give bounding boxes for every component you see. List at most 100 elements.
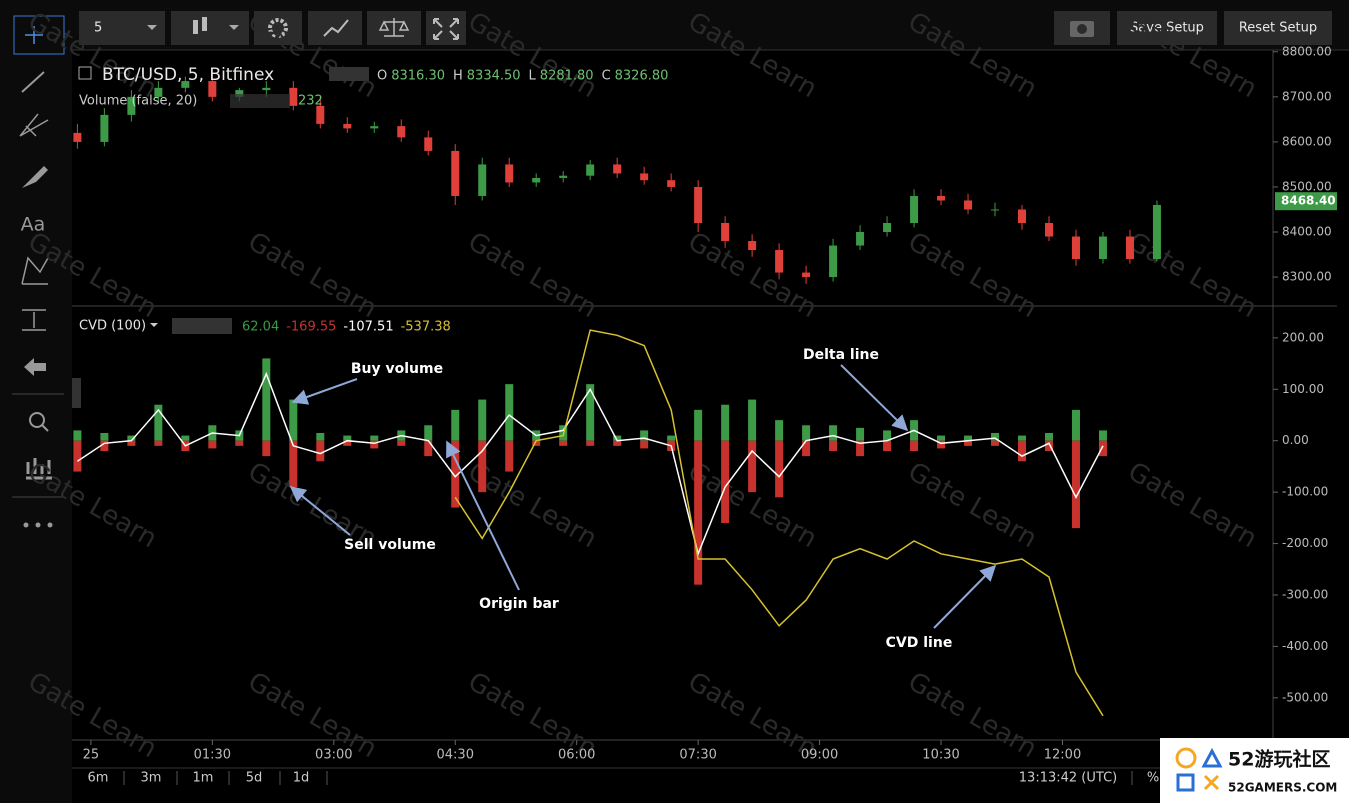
- volume-bar: [1044, 432, 1053, 441]
- volume-bar: [613, 440, 622, 446]
- volume-bar: [316, 440, 325, 462]
- timeframe-button: 3m: [141, 771, 162, 786]
- legend-value: -537.38: [401, 320, 451, 335]
- callout-arrow: [291, 378, 358, 405]
- volume-bar: [1098, 430, 1107, 441]
- volume-bar: [370, 440, 379, 449]
- volume-bar: [532, 440, 541, 446]
- candle-body: [586, 164, 595, 176]
- volume-bar: [883, 430, 892, 441]
- volume-bar: [451, 440, 460, 508]
- volume-bar: [910, 440, 919, 451]
- volume-bar: [343, 435, 352, 441]
- dropdown-caret: [229, 25, 239, 30]
- more-dot[interactable]: [47, 522, 53, 528]
- more-dot[interactable]: [23, 522, 29, 528]
- legend-value: 62.04: [242, 320, 279, 335]
- callout-label: CVD line: [886, 635, 953, 651]
- ohlc-label: O: [377, 69, 387, 84]
- ruler-tool[interactable]: [26, 458, 52, 480]
- candle-body: [667, 180, 676, 187]
- x-tick-label: 25: [83, 748, 100, 763]
- volume-bar: [829, 440, 838, 451]
- volume-bar: [505, 440, 514, 472]
- candle-body: [1125, 236, 1134, 260]
- logo-icon: [1201, 747, 1223, 768]
- candle-body: [910, 195, 919, 224]
- callout-label: Sell volume: [344, 537, 436, 553]
- volume-bar: [991, 440, 1000, 446]
- fullscreen-button[interactable]: [426, 11, 466, 45]
- volume-bar: [964, 440, 973, 446]
- dropdown-caret: [147, 25, 157, 30]
- logo-icon: [1175, 747, 1197, 769]
- candle-body: [397, 126, 406, 138]
- callout-label: Delta line: [803, 347, 879, 363]
- legend-value: -169.55: [286, 320, 336, 335]
- indicators-icon: [323, 19, 349, 37]
- volume-bar: [181, 435, 190, 441]
- brush-tool[interactable]: [22, 166, 48, 188]
- volume-bar: [505, 384, 514, 441]
- volume-bar: [289, 399, 298, 441]
- volume-bar: [1018, 440, 1027, 462]
- chart-type-button[interactable]: [171, 11, 249, 45]
- volume-bar: [559, 440, 568, 446]
- more-dot[interactable]: [35, 522, 41, 528]
- y-tick-label: -300.00: [1282, 587, 1328, 601]
- volume-bar: [262, 358, 271, 441]
- volume-bar: [127, 440, 136, 446]
- collapse-handle[interactable]: [72, 378, 81, 408]
- volume-bar: [586, 384, 595, 441]
- callout-label: Origin bar: [479, 596, 559, 612]
- crosshair-tool[interactable]: [13, 15, 65, 55]
- candle-body: [1071, 236, 1080, 260]
- volume-bar: [694, 409, 703, 441]
- crosshair-icon: [25, 26, 43, 44]
- volume-bar: [262, 440, 271, 457]
- volume-bar: [991, 432, 1000, 441]
- candle-body: [532, 177, 541, 183]
- back-tool[interactable]: [24, 358, 46, 376]
- x-tick-label: 04:30: [437, 748, 474, 763]
- volume-bar: [667, 435, 676, 441]
- candle-body: [856, 232, 865, 246]
- candle-body: [1018, 209, 1027, 224]
- candle-body: [613, 164, 622, 174]
- candle-body: [478, 164, 487, 196]
- candle-body: [127, 96, 136, 115]
- candle-body: [316, 105, 325, 124]
- zoom-handle: [41, 424, 49, 432]
- x-tick-label: 07:30: [679, 748, 716, 763]
- indicators-button[interactable]: [308, 11, 362, 45]
- x-tick-label: 01:30: [194, 748, 231, 763]
- volume-bar: [640, 430, 649, 441]
- volume-bar: [478, 440, 487, 493]
- fib-tool[interactable]: [19, 113, 49, 137]
- reset-setup-button[interactable]: [1224, 11, 1332, 45]
- volume-bar: [424, 440, 433, 457]
- x-tick-label: 09:00: [801, 748, 838, 763]
- candle-body: [424, 137, 433, 151]
- volume-bar: [208, 440, 217, 449]
- save-setup-button[interactable]: [1117, 11, 1217, 45]
- study-buttons: [172, 318, 232, 334]
- zoom-tool[interactable]: [29, 412, 45, 428]
- y-tick-label: 100.00: [1282, 382, 1324, 396]
- volume-bar: [640, 440, 649, 449]
- text-tool[interactable]: Aa: [21, 214, 46, 236]
- volume-bar: [424, 425, 433, 441]
- settings-button[interactable]: [254, 11, 302, 45]
- pattern-tool[interactable]: [21, 256, 49, 285]
- candle-body: [694, 186, 703, 224]
- trendline-tool[interactable]: [21, 71, 45, 93]
- compare-icon: [378, 18, 410, 37]
- last-price-label: 8468.40: [1281, 194, 1336, 208]
- candle-body: [559, 175, 568, 178]
- ohlc-value: 8334.50: [467, 69, 521, 84]
- candle-body: [505, 164, 514, 183]
- volume-bar: [937, 435, 946, 441]
- measure-tool[interactable]: [22, 309, 46, 331]
- y-tick-label: -500.00: [1282, 690, 1328, 704]
